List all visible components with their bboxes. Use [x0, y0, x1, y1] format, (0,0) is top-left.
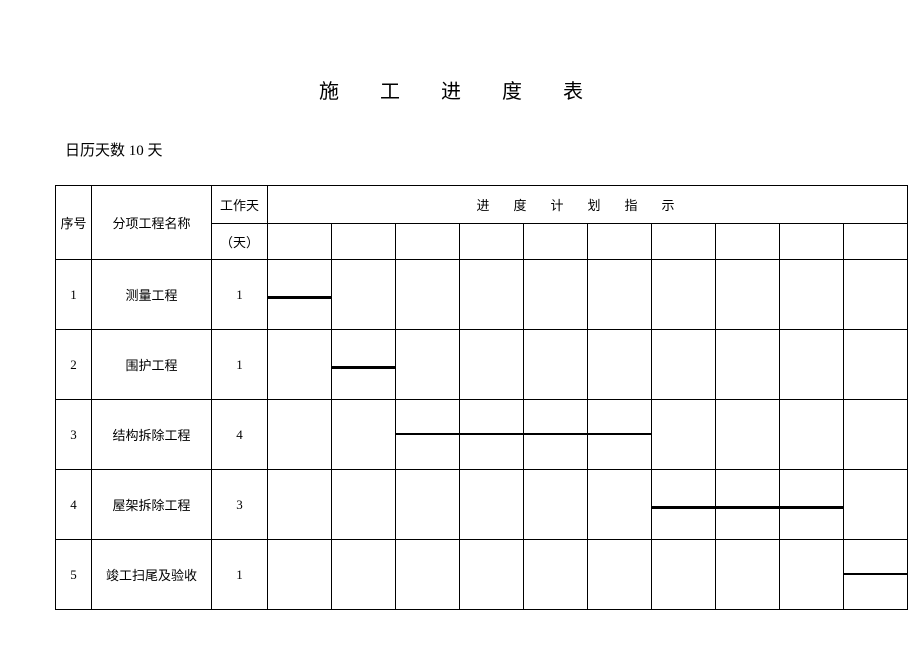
cell-plan [588, 260, 652, 330]
table-row: 5竣工扫尾及验收1 [56, 540, 908, 610]
cell-plan [524, 470, 588, 540]
cell-days: 4 [212, 400, 268, 470]
cell-plan [332, 260, 396, 330]
plan-day-header [652, 224, 716, 260]
cell-seq: 2 [56, 330, 92, 400]
gantt-chart: 序号 分项工程名称 工作天 进度计划指示 （天） 1测量工程12围护工程13结构… [55, 185, 865, 610]
table-row: 4屋架拆除工程3 [56, 470, 908, 540]
cell-plan [652, 540, 716, 610]
cell-plan [460, 400, 524, 470]
col-header-name: 分项工程名称 [92, 186, 212, 260]
cell-plan [268, 400, 332, 470]
cell-plan [332, 330, 396, 400]
cell-plan [844, 470, 908, 540]
cell-name: 屋架拆除工程 [92, 470, 212, 540]
col-header-days-unit: （天） [212, 224, 268, 260]
cell-name: 围护工程 [92, 330, 212, 400]
plan-day-header [780, 224, 844, 260]
cell-plan [652, 400, 716, 470]
cell-plan [396, 330, 460, 400]
cell-plan [780, 260, 844, 330]
cell-seq: 5 [56, 540, 92, 610]
cell-plan [588, 330, 652, 400]
col-header-plan: 进度计划指示 [268, 186, 908, 224]
cell-name: 测量工程 [92, 260, 212, 330]
cell-seq: 3 [56, 400, 92, 470]
schedule-table: 序号 分项工程名称 工作天 进度计划指示 （天） 1测量工程12围护工程13结构… [55, 185, 908, 610]
cell-plan [780, 470, 844, 540]
cell-plan [396, 400, 460, 470]
cell-plan [268, 330, 332, 400]
cell-plan [268, 470, 332, 540]
plan-day-header [588, 224, 652, 260]
plan-day-header [268, 224, 332, 260]
cell-plan [716, 330, 780, 400]
cell-plan [332, 540, 396, 610]
plan-day-header [716, 224, 780, 260]
cell-plan [332, 400, 396, 470]
cell-seq: 1 [56, 260, 92, 330]
plan-day-header [460, 224, 524, 260]
page-title: 施 工 进 度 表 [55, 75, 865, 104]
cell-plan [460, 260, 524, 330]
cell-plan [588, 400, 652, 470]
plan-day-header [332, 224, 396, 260]
table-row: 3结构拆除工程4 [56, 400, 908, 470]
plan-day-header [844, 224, 908, 260]
cell-plan [844, 330, 908, 400]
cell-plan [268, 260, 332, 330]
cell-plan [844, 400, 908, 470]
cell-plan [780, 400, 844, 470]
cell-plan [524, 260, 588, 330]
cell-plan [652, 330, 716, 400]
cell-days: 1 [212, 260, 268, 330]
cell-plan [524, 330, 588, 400]
cell-plan [716, 540, 780, 610]
cell-plan [588, 540, 652, 610]
cell-name: 结构拆除工程 [92, 400, 212, 470]
cell-plan [460, 470, 524, 540]
cell-plan [524, 540, 588, 610]
cell-plan [652, 470, 716, 540]
cell-plan [716, 400, 780, 470]
cell-plan [396, 470, 460, 540]
cell-plan [780, 330, 844, 400]
col-header-days: 工作天 [212, 186, 268, 224]
cell-plan [460, 330, 524, 400]
cell-name: 竣工扫尾及验收 [92, 540, 212, 610]
table-row: 2围护工程1 [56, 330, 908, 400]
cell-plan [396, 260, 460, 330]
plan-day-header [396, 224, 460, 260]
cell-seq: 4 [56, 470, 92, 540]
table-row: 1测量工程1 [56, 260, 908, 330]
cell-days: 3 [212, 470, 268, 540]
cell-days: 1 [212, 330, 268, 400]
cell-plan [716, 470, 780, 540]
cell-plan [844, 260, 908, 330]
cell-plan [332, 470, 396, 540]
cell-plan [588, 470, 652, 540]
cell-plan [524, 400, 588, 470]
cell-plan [396, 540, 460, 610]
cell-plan [460, 540, 524, 610]
cell-plan [844, 540, 908, 610]
cell-days: 1 [212, 540, 268, 610]
calendar-days-label: 日历天数 10 天 [65, 139, 865, 160]
cell-plan [652, 260, 716, 330]
col-header-seq: 序号 [56, 186, 92, 260]
cell-plan [268, 540, 332, 610]
cell-plan [716, 260, 780, 330]
plan-day-header [524, 224, 588, 260]
cell-plan [780, 540, 844, 610]
